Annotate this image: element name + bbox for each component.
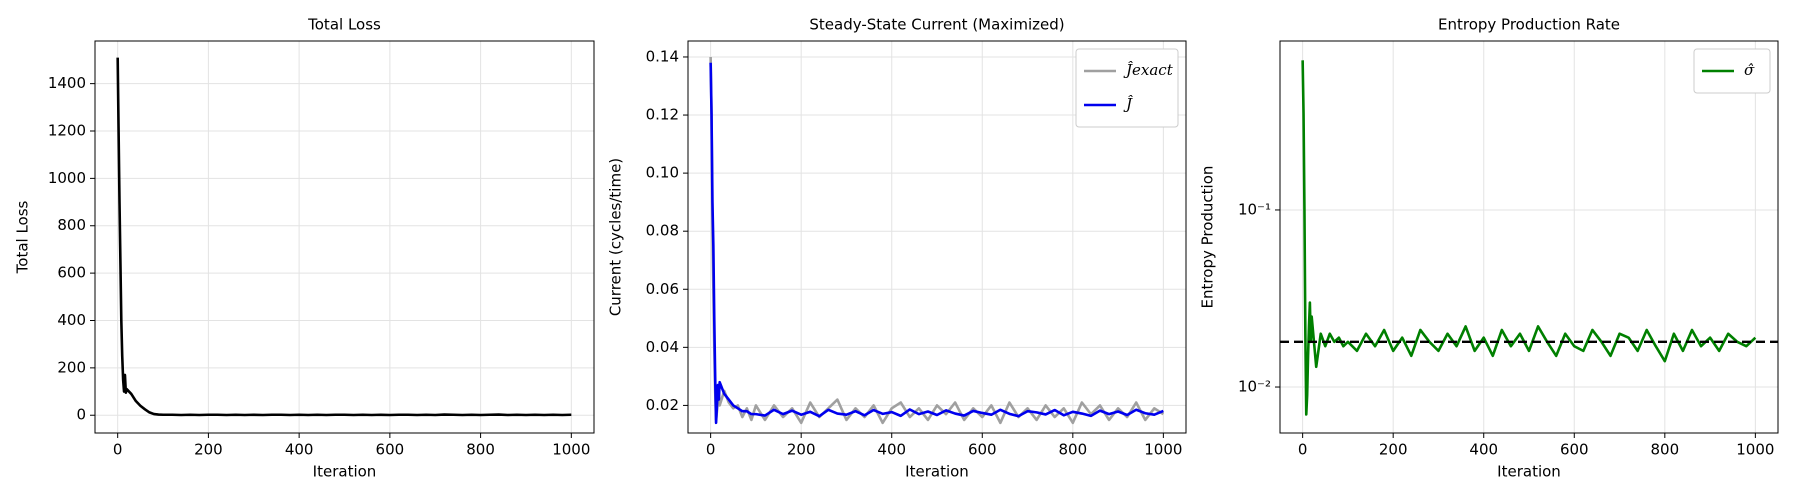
x-tick-label: 400 — [285, 441, 314, 459]
chart-title: Total Loss — [307, 16, 381, 34]
x-tick-label: 600 — [376, 441, 405, 459]
x-tick-label: 1000 — [1144, 441, 1182, 459]
x-tick-label: 1000 — [552, 441, 590, 459]
legend-box — [1075, 48, 1179, 128]
x-axis-label: Iteration — [1497, 463, 1561, 481]
x-tick-label: 200 — [1379, 441, 1408, 459]
y-tick-label: 1400 — [48, 74, 86, 92]
x-tick-label: 0 — [113, 441, 123, 459]
axes-frame — [1279, 40, 1779, 434]
x-tick-label: 400 — [1469, 441, 1498, 459]
y-tick-label: 10⁻¹ — [1238, 200, 1271, 218]
x-axis-label: Iteration — [313, 463, 377, 481]
y-tick-label: 0.14 — [646, 47, 679, 65]
x-tick-label: 200 — [787, 441, 816, 459]
y-tick-label: 400 — [57, 311, 86, 329]
x-tick-label: 0 — [706, 441, 716, 459]
x-tick-label: 600 — [968, 441, 997, 459]
data-line — [709, 56, 1165, 425]
y-tick-label: 0 — [76, 406, 86, 424]
legend-label: Ĵexact — [1123, 61, 1174, 79]
legend-label: σ̂ — [1744, 61, 1755, 79]
x-tick-label: 0 — [1298, 441, 1308, 459]
y-tick-label: 10⁻² — [1238, 378, 1271, 396]
y-tick-label: 800 — [57, 216, 86, 234]
y-tick-label: 0.04 — [646, 338, 679, 356]
y-tick-label: 0.12 — [646, 106, 679, 124]
data-line — [116, 57, 572, 417]
legend: σ̂ — [1693, 48, 1771, 94]
y-tick-label: 1200 — [48, 122, 86, 140]
y-axis-label: Current (cycles/time) — [607, 158, 625, 316]
y-tick-label: 1000 — [48, 169, 86, 187]
chart-title: Entropy Production Rate — [1438, 16, 1620, 34]
x-tick-label: 200 — [194, 441, 223, 459]
x-tick-label: 600 — [1560, 441, 1589, 459]
y-tick-label: 600 — [57, 264, 86, 282]
y-tick-label: 0.10 — [646, 164, 679, 182]
x-tick-label: 400 — [877, 441, 906, 459]
y-axis-label: Total Loss — [14, 200, 32, 274]
legend-label: Ĵ — [1123, 95, 1133, 113]
legend: Ĵexact Ĵ — [1075, 48, 1179, 128]
y-axis-label: Entropy Production — [1199, 166, 1217, 309]
axes-frame — [687, 40, 1187, 434]
y-tick-label: 0.02 — [646, 396, 679, 414]
x-tick-label: 1000 — [1736, 441, 1774, 459]
x-tick-label: 800 — [1650, 441, 1679, 459]
axes-frame — [94, 40, 595, 434]
y-tick-label: 200 — [57, 358, 86, 376]
data-line — [709, 62, 1164, 425]
x-tick-label: 800 — [466, 441, 495, 459]
chart-title: Steady-State Current (Maximized) — [809, 16, 1064, 34]
x-axis-label: Iteration — [905, 463, 969, 481]
x-tick-label: 800 — [1058, 441, 1087, 459]
y-tick-label: 0.08 — [646, 222, 679, 240]
y-tick-label: 0.06 — [646, 280, 679, 298]
data-line — [1301, 60, 1757, 416]
